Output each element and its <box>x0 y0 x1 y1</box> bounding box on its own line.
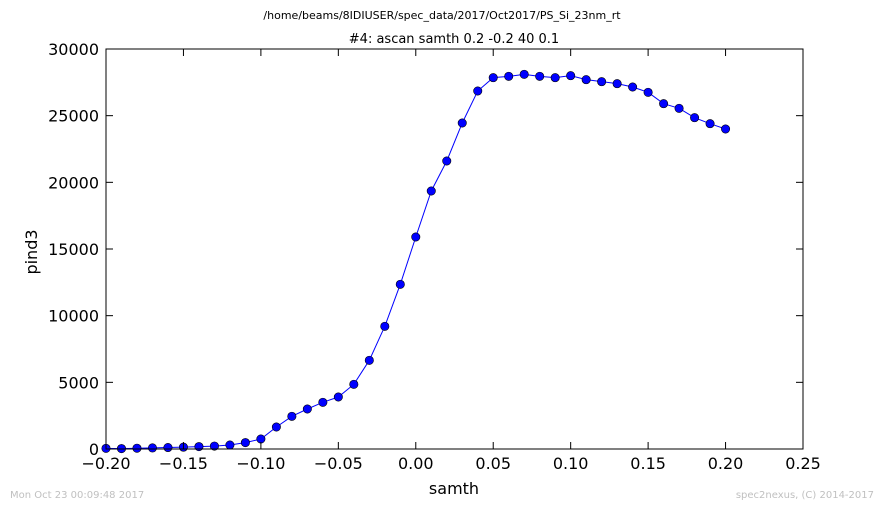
data-point <box>659 99 669 109</box>
footer-timestamp: Mon Oct 23 00:09:48 2017 <box>10 490 144 501</box>
data-point <box>550 73 560 83</box>
x-axis-label: samth <box>429 479 479 498</box>
data-point <box>566 71 576 81</box>
y-tick-label: 20000 <box>48 173 99 192</box>
data-point <box>628 82 638 92</box>
chart-title: #4: ascan samth 0.2 -0.2 40 0.1 <box>349 32 559 47</box>
y-tick-label: 30000 <box>48 40 99 59</box>
x-tick-label: 0.25 <box>785 454 821 473</box>
data-point <box>240 438 250 448</box>
plot-area <box>106 49 803 449</box>
data-point <box>519 69 529 79</box>
data-point <box>426 186 436 196</box>
x-tick-label: 0.20 <box>708 454 744 473</box>
data-point <box>132 443 142 453</box>
x-tick-label: −0.20 <box>81 454 130 473</box>
data-point <box>271 422 281 432</box>
x-tick-label: 0.05 <box>475 454 511 473</box>
data-point <box>411 232 421 242</box>
data-point <box>721 124 731 134</box>
data-point <box>395 279 405 289</box>
series-layer <box>101 69 731 454</box>
data-point <box>442 156 452 166</box>
x-tick-label: −0.05 <box>314 454 363 473</box>
x-tick-label: −0.10 <box>236 454 285 473</box>
axes-frame <box>105 48 804 450</box>
y-tick-label: 10000 <box>48 307 99 326</box>
data-point <box>225 440 235 450</box>
data-point <box>256 434 266 444</box>
data-point <box>488 73 498 83</box>
data-point <box>194 442 204 452</box>
data-point <box>612 79 622 89</box>
x-tick-label: 0.15 <box>630 454 666 473</box>
data-point <box>674 103 684 113</box>
data-point <box>473 86 483 96</box>
data-point <box>349 379 359 389</box>
data-point <box>535 71 545 81</box>
ticks-layer: −0.20 −0.15 −0.10 −0.05 0.00 0.05 0.10 0.15 0.20… <box>48 40 821 473</box>
footer-credit: spec2nexus, (C) 2014-2017 <box>736 490 874 501</box>
y-tick-label: 0 <box>89 440 99 459</box>
data-point <box>581 75 591 85</box>
data-point <box>690 113 700 123</box>
data-point <box>504 71 514 81</box>
data-point <box>333 392 343 402</box>
data-point <box>147 443 157 453</box>
y-tick-label: 15000 <box>48 240 99 259</box>
data-point <box>597 77 607 87</box>
data-point <box>380 321 390 331</box>
y-tick-label: 5000 <box>58 373 99 392</box>
data-point <box>705 119 715 129</box>
data-point <box>643 87 653 97</box>
data-point <box>302 404 312 414</box>
data-point <box>457 118 467 128</box>
data-point <box>287 411 297 421</box>
y-axis-label: pind3 <box>22 229 41 274</box>
x-tick-label: −0.15 <box>159 454 208 473</box>
chart-suptitle: /home/beams/8IDIUSER/spec_data/2017/Oct2… <box>263 9 621 22</box>
data-point <box>364 355 374 365</box>
x-tick-label: 0.00 <box>398 454 434 473</box>
y-tick-label: 25000 <box>48 107 99 126</box>
data-point <box>318 397 328 407</box>
x-tick-label: 0.10 <box>553 454 589 473</box>
data-point <box>209 441 219 451</box>
data-point <box>163 443 173 453</box>
